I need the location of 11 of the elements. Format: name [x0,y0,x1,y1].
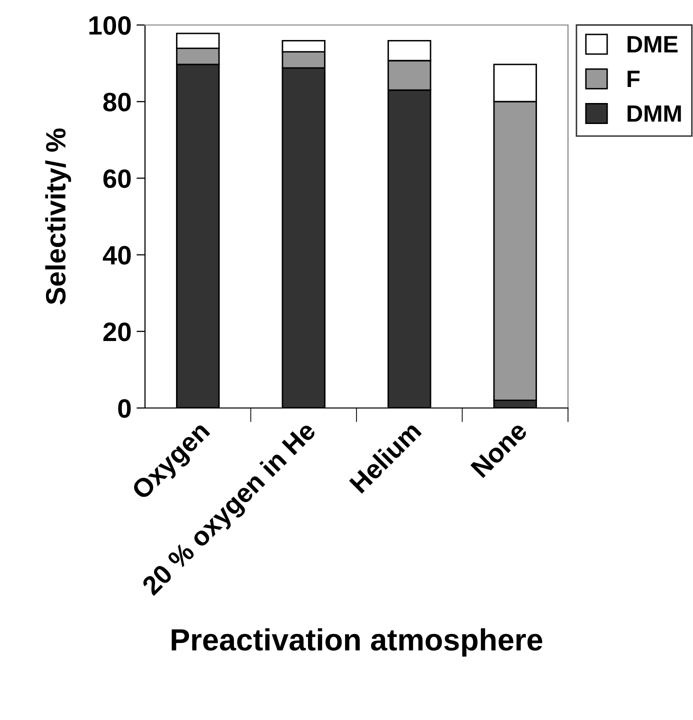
y-tick-label: 60 [103,169,131,188]
legend-label: DMM [628,105,681,122]
y-tick-label: 20 [103,322,131,342]
y-tick-label: 0 [118,399,131,418]
y-tick-label: 80 [103,92,131,112]
y-tick-label: 100 [89,16,131,35]
y-tick-label: 40 [102,246,131,265]
legend-label: DME [628,36,678,52]
y-axis-title: Selectivity/ % [45,128,72,304]
legend-label: F [628,70,640,88]
x-axis-title: Preactivation atmosphere [172,628,542,657]
